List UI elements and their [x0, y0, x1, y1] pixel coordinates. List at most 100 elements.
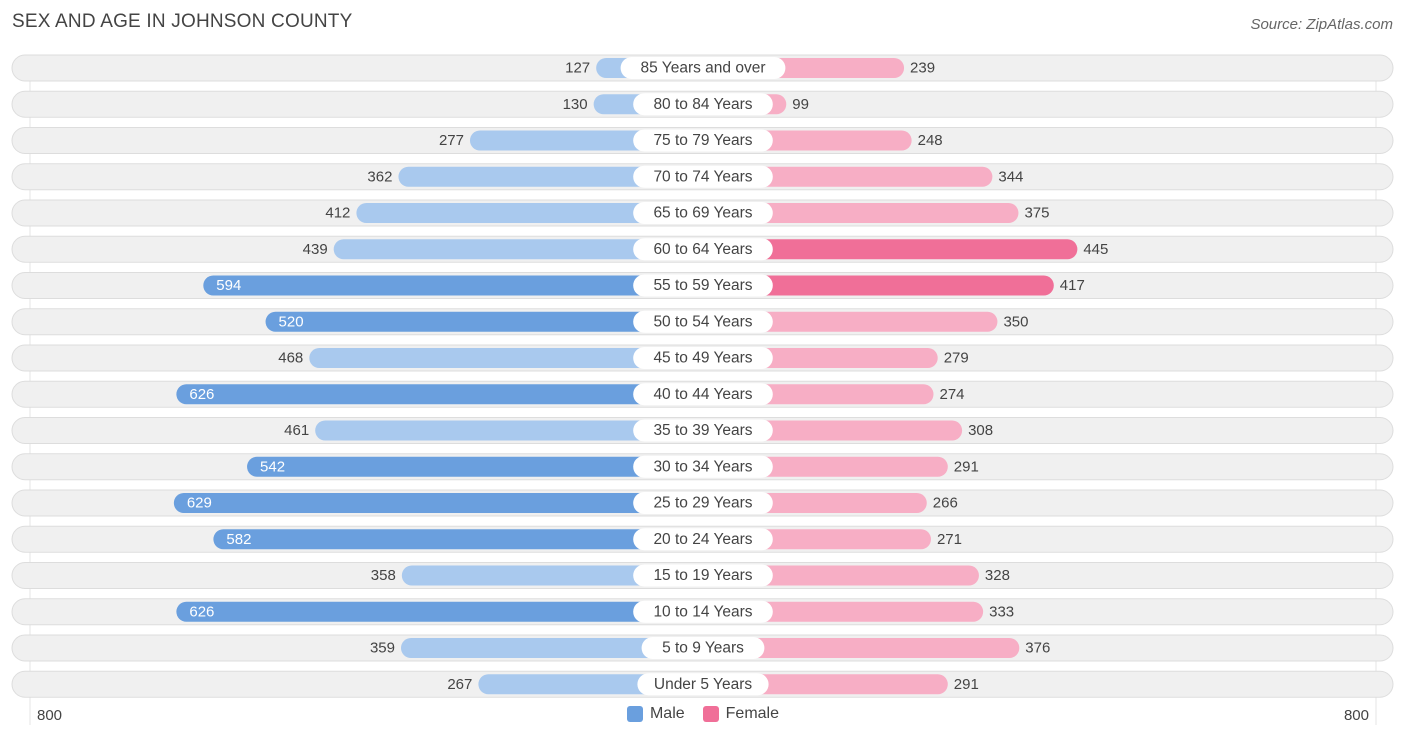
- chart-title: SEX AND AGE IN JOHNSON COUNTY: [12, 11, 353, 32]
- value-label-female: 333: [989, 603, 1014, 620]
- value-label-male: 594: [216, 277, 241, 294]
- value-label-male: 130: [563, 96, 588, 113]
- bar-male[interactable]: [400, 638, 703, 658]
- category-label: 65 to 69 Years: [653, 205, 752, 222]
- bar-male[interactable]: [173, 493, 703, 513]
- category-label: 5 to 9 Years: [662, 640, 744, 657]
- legend: Male Female: [0, 705, 1406, 723]
- bar-male[interactable]: [265, 311, 703, 332]
- bar-male[interactable]: [398, 166, 703, 187]
- bar-row: 626 274 40 to 44 Years: [11, 380, 1394, 408]
- value-label-female: 248: [918, 132, 943, 149]
- bar-row: 359 376 5 to 9 Years: [11, 634, 1394, 662]
- category-pill: [620, 57, 786, 79]
- bar-row: 520 350 50 to 54 Years: [11, 308, 1394, 336]
- category-label: 15 to 19 Years: [653, 567, 752, 584]
- value-label-female: 376: [1025, 640, 1050, 657]
- category-pill: [633, 492, 773, 514]
- category-label: 35 to 39 Years: [653, 422, 752, 439]
- bar-female[interactable]: [703, 601, 984, 622]
- bar-male[interactable]: [401, 565, 703, 586]
- legend-label-female: Female: [725, 705, 780, 722]
- value-label-male: 359: [370, 640, 395, 657]
- bar-female[interactable]: [703, 275, 1054, 296]
- category-pill: [637, 673, 769, 696]
- value-label-male: 461: [284, 422, 309, 439]
- bar-male[interactable]: [176, 384, 703, 405]
- value-label-male: 277: [439, 132, 464, 149]
- bar-male[interactable]: [315, 420, 703, 441]
- bar-male[interactable]: [309, 348, 703, 368]
- bar-female[interactable]: [703, 203, 1019, 223]
- value-label-female: 291: [954, 458, 979, 475]
- legend-label-male: Male: [649, 705, 685, 722]
- category-label: 30 to 34 Years: [653, 458, 752, 475]
- value-label-female: 328: [985, 567, 1010, 584]
- category-label: 70 to 74 Years: [653, 168, 752, 185]
- category-label: 60 to 64 Years: [653, 241, 752, 258]
- bar-row: 127 239 85 Years and over: [11, 54, 1394, 82]
- category-pill: [633, 564, 773, 587]
- bar-female[interactable]: [703, 311, 998, 332]
- bar-row: 468 279 45 to 49 Years: [11, 344, 1394, 372]
- value-label-female: 274: [940, 386, 965, 403]
- bar-row: 267 291 Under 5 Years: [11, 670, 1394, 698]
- bar-row: 461 308 35 to 39 Years: [11, 417, 1394, 444]
- category-pill: [633, 238, 773, 261]
- category-pill: [633, 455, 773, 478]
- legend-swatch-male: [626, 706, 643, 722]
- bar-male[interactable]: [176, 601, 703, 622]
- bar-male[interactable]: [247, 456, 704, 477]
- legend-item-male[interactable]: Male: [626, 705, 685, 723]
- bar-row: 362 344 70 to 74 Years: [11, 163, 1394, 191]
- value-label-male: 626: [189, 386, 214, 403]
- category-label: 45 to 49 Years: [653, 350, 752, 367]
- bar-male[interactable]: [203, 275, 704, 296]
- value-label-female: 445: [1083, 241, 1108, 258]
- category-label: 25 to 29 Years: [653, 495, 752, 512]
- bar-row: 439 445 60 to 64 Years: [11, 235, 1394, 263]
- category-label: 55 to 59 Years: [653, 277, 752, 294]
- bar-row: 626 333 10 to 14 Years: [11, 598, 1394, 626]
- bar-female[interactable]: [703, 565, 979, 586]
- category-label: 20 to 24 Years: [653, 531, 752, 548]
- value-label-female: 99: [792, 96, 809, 113]
- category-pill: [633, 93, 773, 116]
- category-pill: [633, 600, 773, 623]
- bar-row: 277 248 75 to 79 Years: [11, 127, 1394, 154]
- bar-row: 412 375 65 to 69 Years: [11, 199, 1394, 227]
- bar-female[interactable]: [703, 166, 993, 187]
- bar-row: 542 291 30 to 34 Years: [11, 453, 1394, 481]
- category-label: 40 to 44 Years: [653, 386, 752, 403]
- bar-row: 358 328 15 to 19 Years: [11, 562, 1394, 589]
- category-pill: [633, 528, 773, 551]
- bar-female[interactable]: [703, 239, 1078, 260]
- value-label-male: 629: [187, 495, 212, 512]
- value-label-male: 439: [303, 241, 328, 258]
- category-pill: [633, 165, 773, 188]
- value-label-female: 279: [944, 350, 969, 367]
- category-pill: [633, 347, 773, 369]
- bar-female[interactable]: [703, 638, 1020, 658]
- x-axis-right-label: 800: [1343, 707, 1369, 724]
- value-label-male: 542: [260, 458, 285, 475]
- bar-row: 594 417 55 to 59 Years: [11, 272, 1394, 299]
- value-label-male: 468: [278, 350, 303, 367]
- value-label-male: 582: [226, 531, 251, 548]
- bar-male[interactable]: [333, 239, 703, 260]
- value-label-female: 239: [910, 60, 935, 77]
- value-label-male: 520: [279, 313, 304, 330]
- bar-row: 629 266 25 to 29 Years: [11, 489, 1394, 517]
- value-label-female: 271: [937, 531, 962, 548]
- category-pill: [633, 129, 773, 152]
- category-label: 10 to 14 Years: [653, 603, 752, 620]
- category-label: Under 5 Years: [654, 676, 752, 693]
- category-label: 75 to 79 Years: [653, 132, 752, 149]
- value-label-female: 350: [1003, 313, 1028, 330]
- legend-item-female[interactable]: Female: [702, 705, 780, 723]
- bar-male[interactable]: [213, 529, 703, 550]
- bar-male[interactable]: [356, 203, 703, 223]
- value-label-female: 344: [998, 168, 1023, 185]
